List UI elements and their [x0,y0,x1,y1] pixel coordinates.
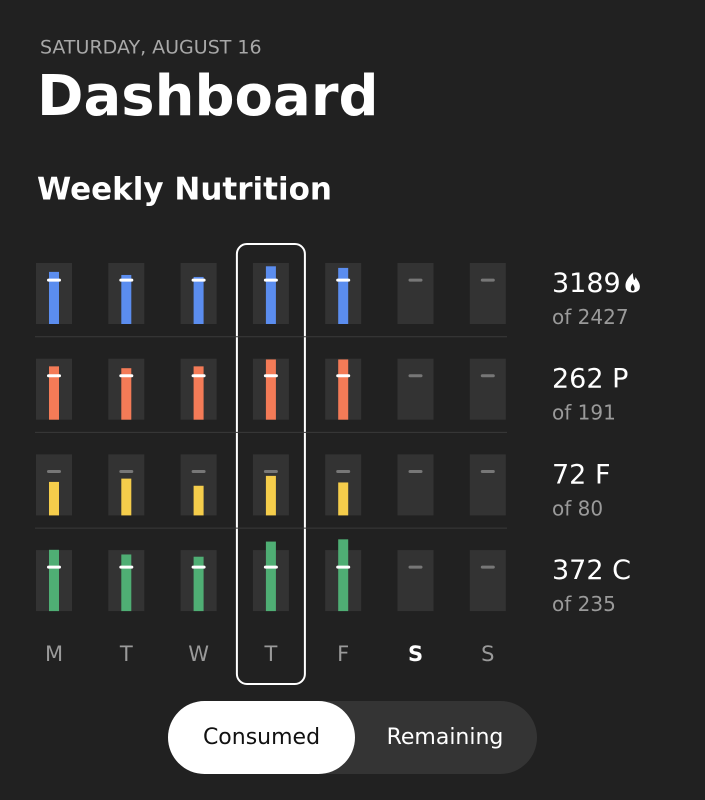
nutrient-bar [193,556,204,612]
goal-marker [480,374,495,378]
day-cell [469,550,506,612]
goal-marker [480,565,495,569]
goal-marker [263,374,278,378]
day-cell [469,263,506,324]
nutrient-bar [49,481,59,516]
goal-value: 191 [578,400,616,424]
day-label: F [337,642,349,666]
goal-value: 2427 [578,305,629,329]
nutrient-total: 262 P [552,363,628,394]
goal-marker [336,278,351,282]
goal-value: 80 [578,496,603,520]
nutrient-goal: of 80 [552,496,603,520]
goal-marker [263,278,278,282]
day-label: W [188,642,209,666]
nutrient-total: 72 F [552,459,610,490]
nutrient-bar [265,266,276,324]
calorie-icon [625,273,640,293]
goal-marker [191,278,206,282]
goal-marker [191,565,206,569]
goal-marker [263,469,278,473]
nutrient-bar [49,549,59,612]
nutrient-unit: P [612,363,628,394]
toggle-option[interactable]: Remaining [387,725,504,750]
nutrient-goal: of 235 [552,592,616,616]
nutrient-bar [338,539,349,612]
goal-marker [408,565,423,569]
goal-marker [336,374,351,378]
goal-marker [480,469,495,473]
day-label: T [263,642,277,666]
day-cell [397,550,434,612]
goal-marker [47,278,61,282]
nutrient-value: 3189 [552,268,621,299]
goal-prefix: of [552,305,572,329]
nutrient-bar [121,478,132,516]
goal-marker [191,374,206,378]
nutrient-total: 372 C [552,555,631,586]
nutrient-total: 3189 [552,268,621,299]
goal-marker [119,374,134,378]
goal-marker [336,565,351,569]
nutrient-bar [49,271,59,324]
section-title: Weekly Nutrition [37,172,332,208]
day-cell [397,358,434,420]
goal-marker [408,469,423,473]
goal-prefix: of [552,400,572,424]
goal-marker [47,469,61,473]
nutrient-bar [193,276,204,324]
nutrient-goal: of 2427 [552,305,629,329]
day-label: M [45,642,63,666]
day-cell [397,454,434,516]
nutrient-bar [265,359,276,420]
goal-marker [336,469,351,473]
goal-marker [119,469,134,473]
nutrient-bar [338,267,349,324]
day-cell [397,263,434,324]
nutrient-value: 262 [552,363,604,394]
nutrient-bar [121,368,132,420]
day-label: S [408,642,423,666]
page-title: Dashboard [37,64,379,129]
nutrient-bar [193,485,204,516]
nutrient-unit: F [595,459,611,490]
nutrient-bar [338,359,349,420]
goal-value: 235 [578,592,616,616]
goal-marker [408,278,423,282]
day-cell [469,358,506,420]
day-label: T [119,642,133,666]
toggle-option-bg[interactable] [168,701,355,774]
nutrient-bar [193,366,204,420]
goal-marker [191,469,206,473]
goal-marker [119,565,134,569]
nutrient-bar [338,482,349,516]
day-cell [469,454,506,516]
selected-day-frame [235,243,306,685]
nutrient-bar [121,274,132,324]
goal-prefix: of [552,496,572,520]
goal-marker [408,374,423,378]
nutrient-bar [49,366,59,420]
nutrient-bar [265,541,276,612]
goal-prefix: of [552,592,572,616]
goal-marker [47,565,61,569]
nutrient-value: 72 [552,459,586,490]
date: SATURDAY, AUGUST 16 [40,37,262,59]
goal-marker [480,278,495,282]
nutrient-bar [121,554,132,612]
goal-marker [47,374,61,378]
nutrient-value: 372 [552,555,604,586]
day-label: S [481,642,494,666]
nutrient-bar [265,475,276,516]
toggle-option[interactable]: Consumed [203,725,320,750]
goal-marker [263,565,278,569]
nutrient-goal: of 191 [552,400,616,424]
goal-marker [119,278,134,282]
nutrient-unit: C [612,555,631,586]
